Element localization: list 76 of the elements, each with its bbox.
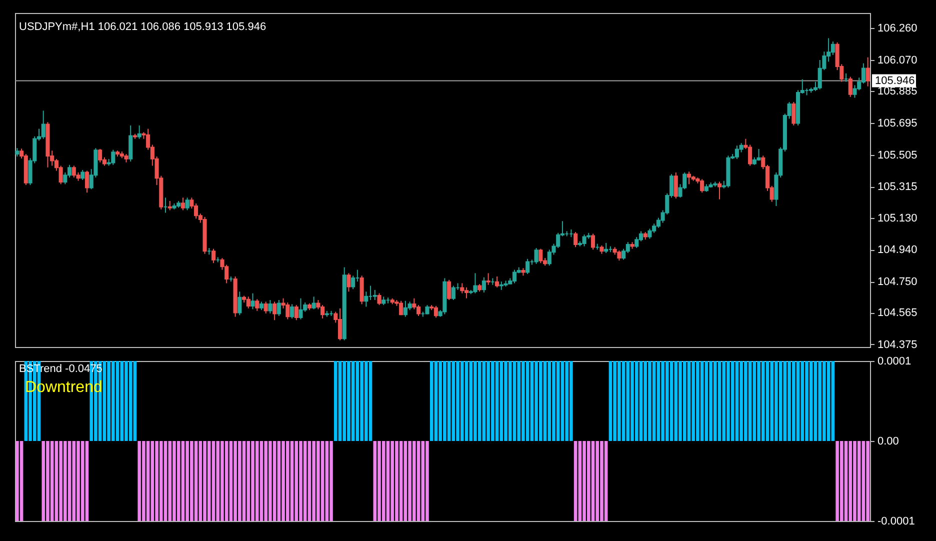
- y-tick-label: 105.505: [878, 149, 918, 162]
- candlestick: [351, 275, 356, 290]
- candlestick: [622, 248, 626, 260]
- candlestick: [84, 170, 90, 194]
- candlestick: [360, 275, 364, 305]
- candlestick: [238, 291, 242, 316]
- text: USDJPYm#,H1 106.021 106.086 105.913 105.946: [19, 21, 266, 33]
- candlestick: [246, 296, 250, 309]
- candlestick: [185, 197, 190, 211]
- candlestick: [346, 272, 351, 292]
- candlestick: [538, 248, 543, 264]
- candlestick: [434, 305, 438, 318]
- y-tick-label: 104.940: [878, 244, 918, 256]
- candlestick: [272, 301, 277, 321]
- candlestick: [590, 233, 596, 250]
- y-tick-label: -0.0001: [878, 516, 915, 528]
- candlestick: [482, 276, 486, 293]
- candlestick: [377, 292, 382, 306]
- candlestick: [338, 308, 342, 341]
- candlestick: [717, 181, 722, 200]
- candlestick: [604, 242, 608, 254]
- candlestick: [286, 302, 290, 320]
- candlestick: [617, 250, 622, 262]
- y-tick-label: 106.070: [878, 54, 918, 66]
- y-tick-label: 105.315: [878, 181, 918, 194]
- candlestick: [98, 148, 102, 163]
- candlestick: [648, 228, 652, 240]
- candlestick: [255, 298, 260, 312]
- candlestick: [830, 41, 835, 56]
- candlestick: [526, 258, 530, 274]
- candlestick: [211, 248, 216, 264]
- y-tick-label: 0.00: [878, 436, 899, 448]
- candlestick: [582, 234, 586, 247]
- candlestick: [298, 298, 303, 320]
- candlestick: [180, 197, 185, 211]
- y-tick-label: 104.565: [878, 307, 918, 320]
- candlestick: [137, 124, 142, 140]
- ref-line-label: 105.946: [875, 74, 915, 87]
- candlestick: [312, 296, 316, 310]
- y-tick-label: 105.885: [878, 86, 918, 98]
- candlestick: [290, 304, 294, 319]
- candlestick: [473, 272, 478, 294]
- candlestick: [848, 76, 852, 98]
- candlestick: [464, 286, 469, 299]
- y-tick-label: 105.130: [878, 212, 918, 224]
- candlestick: [460, 282, 464, 294]
- candlestick: [111, 149, 116, 166]
- candlestick: [792, 101, 796, 126]
- candlestick: [372, 289, 377, 301]
- candlestick: [447, 279, 452, 301]
- candlestick: [250, 292, 255, 310]
- candlestick: [268, 300, 272, 314]
- candlestick: [128, 124, 133, 162]
- candlestick: [634, 236, 639, 248]
- candlestick: [534, 247, 538, 264]
- candlestick: [674, 172, 678, 199]
- candlestick: [80, 169, 85, 180]
- candlestick: [276, 300, 281, 316]
- y-tick-label: 106.260: [878, 22, 918, 35]
- candlestick: [416, 304, 421, 316]
- candlestick: [866, 56, 870, 87]
- candlestick: [486, 272, 490, 286]
- y-tick-label: 104.375: [878, 338, 918, 351]
- candlestick: [294, 304, 298, 321]
- candlestick: [512, 269, 517, 284]
- y-tick-label: 105.695: [878, 117, 918, 130]
- candlestick: [451, 285, 456, 301]
- y-tick-label: 0.0001: [878, 356, 912, 368]
- candlestick: [264, 301, 268, 314]
- candlestick: [41, 110, 46, 140]
- candlestick: [574, 232, 578, 248]
- candlestick: [168, 200, 172, 211]
- y-tick-label: 104.750: [878, 276, 918, 288]
- candlestick: [495, 276, 500, 288]
- candlestick: [364, 291, 368, 308]
- candlestick: [425, 304, 430, 315]
